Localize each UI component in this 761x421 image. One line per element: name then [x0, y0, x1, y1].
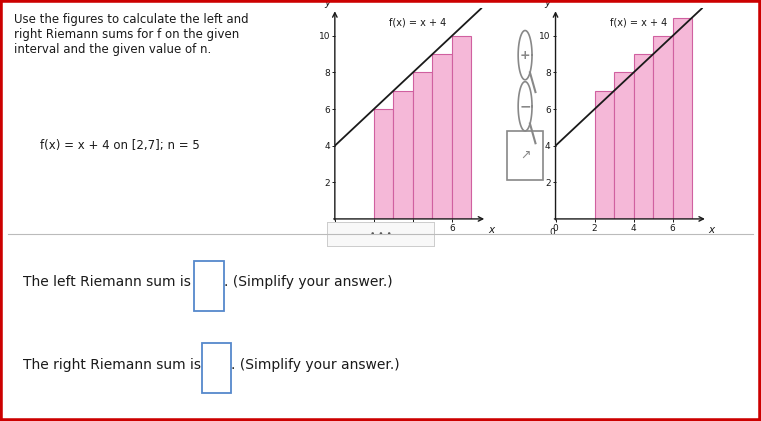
Bar — [374, 109, 393, 219]
Bar — [393, 91, 413, 219]
Bar — [432, 54, 452, 219]
Text: The left Riemann sum is: The left Riemann sum is — [23, 275, 190, 289]
Text: y: y — [324, 0, 330, 8]
Text: f(x) = x + 4: f(x) = x + 4 — [390, 18, 447, 27]
Text: f(x) = x + 4 on [2,7]; n = 5: f(x) = x + 4 on [2,7]; n = 5 — [40, 139, 200, 152]
Text: x: x — [708, 225, 715, 235]
Text: y: y — [545, 0, 551, 8]
Text: 0: 0 — [549, 228, 556, 237]
Bar — [413, 72, 432, 219]
Text: x: x — [488, 225, 494, 235]
Bar — [673, 18, 692, 219]
Text: The right Riemann sum is: The right Riemann sum is — [23, 358, 201, 372]
FancyBboxPatch shape — [194, 261, 224, 311]
Text: +: + — [520, 49, 530, 61]
Bar — [653, 36, 673, 219]
Text: . (Simplify your answer.): . (Simplify your answer.) — [231, 358, 400, 372]
FancyBboxPatch shape — [202, 344, 231, 394]
Bar — [452, 36, 471, 219]
Bar — [594, 91, 614, 219]
Text: 0: 0 — [329, 228, 335, 237]
Bar — [614, 72, 634, 219]
Bar — [634, 54, 653, 219]
Text: −: − — [519, 99, 531, 113]
Text: Use the figures to calculate the left and
right Riemann sums for f on the given
: Use the figures to calculate the left an… — [14, 13, 249, 56]
Text: f(x) = x + 4: f(x) = x + 4 — [610, 18, 667, 27]
Text: . (Simplify your answer.): . (Simplify your answer.) — [224, 275, 393, 289]
Text: • • •: • • • — [370, 229, 391, 239]
Text: ↗: ↗ — [520, 149, 530, 162]
